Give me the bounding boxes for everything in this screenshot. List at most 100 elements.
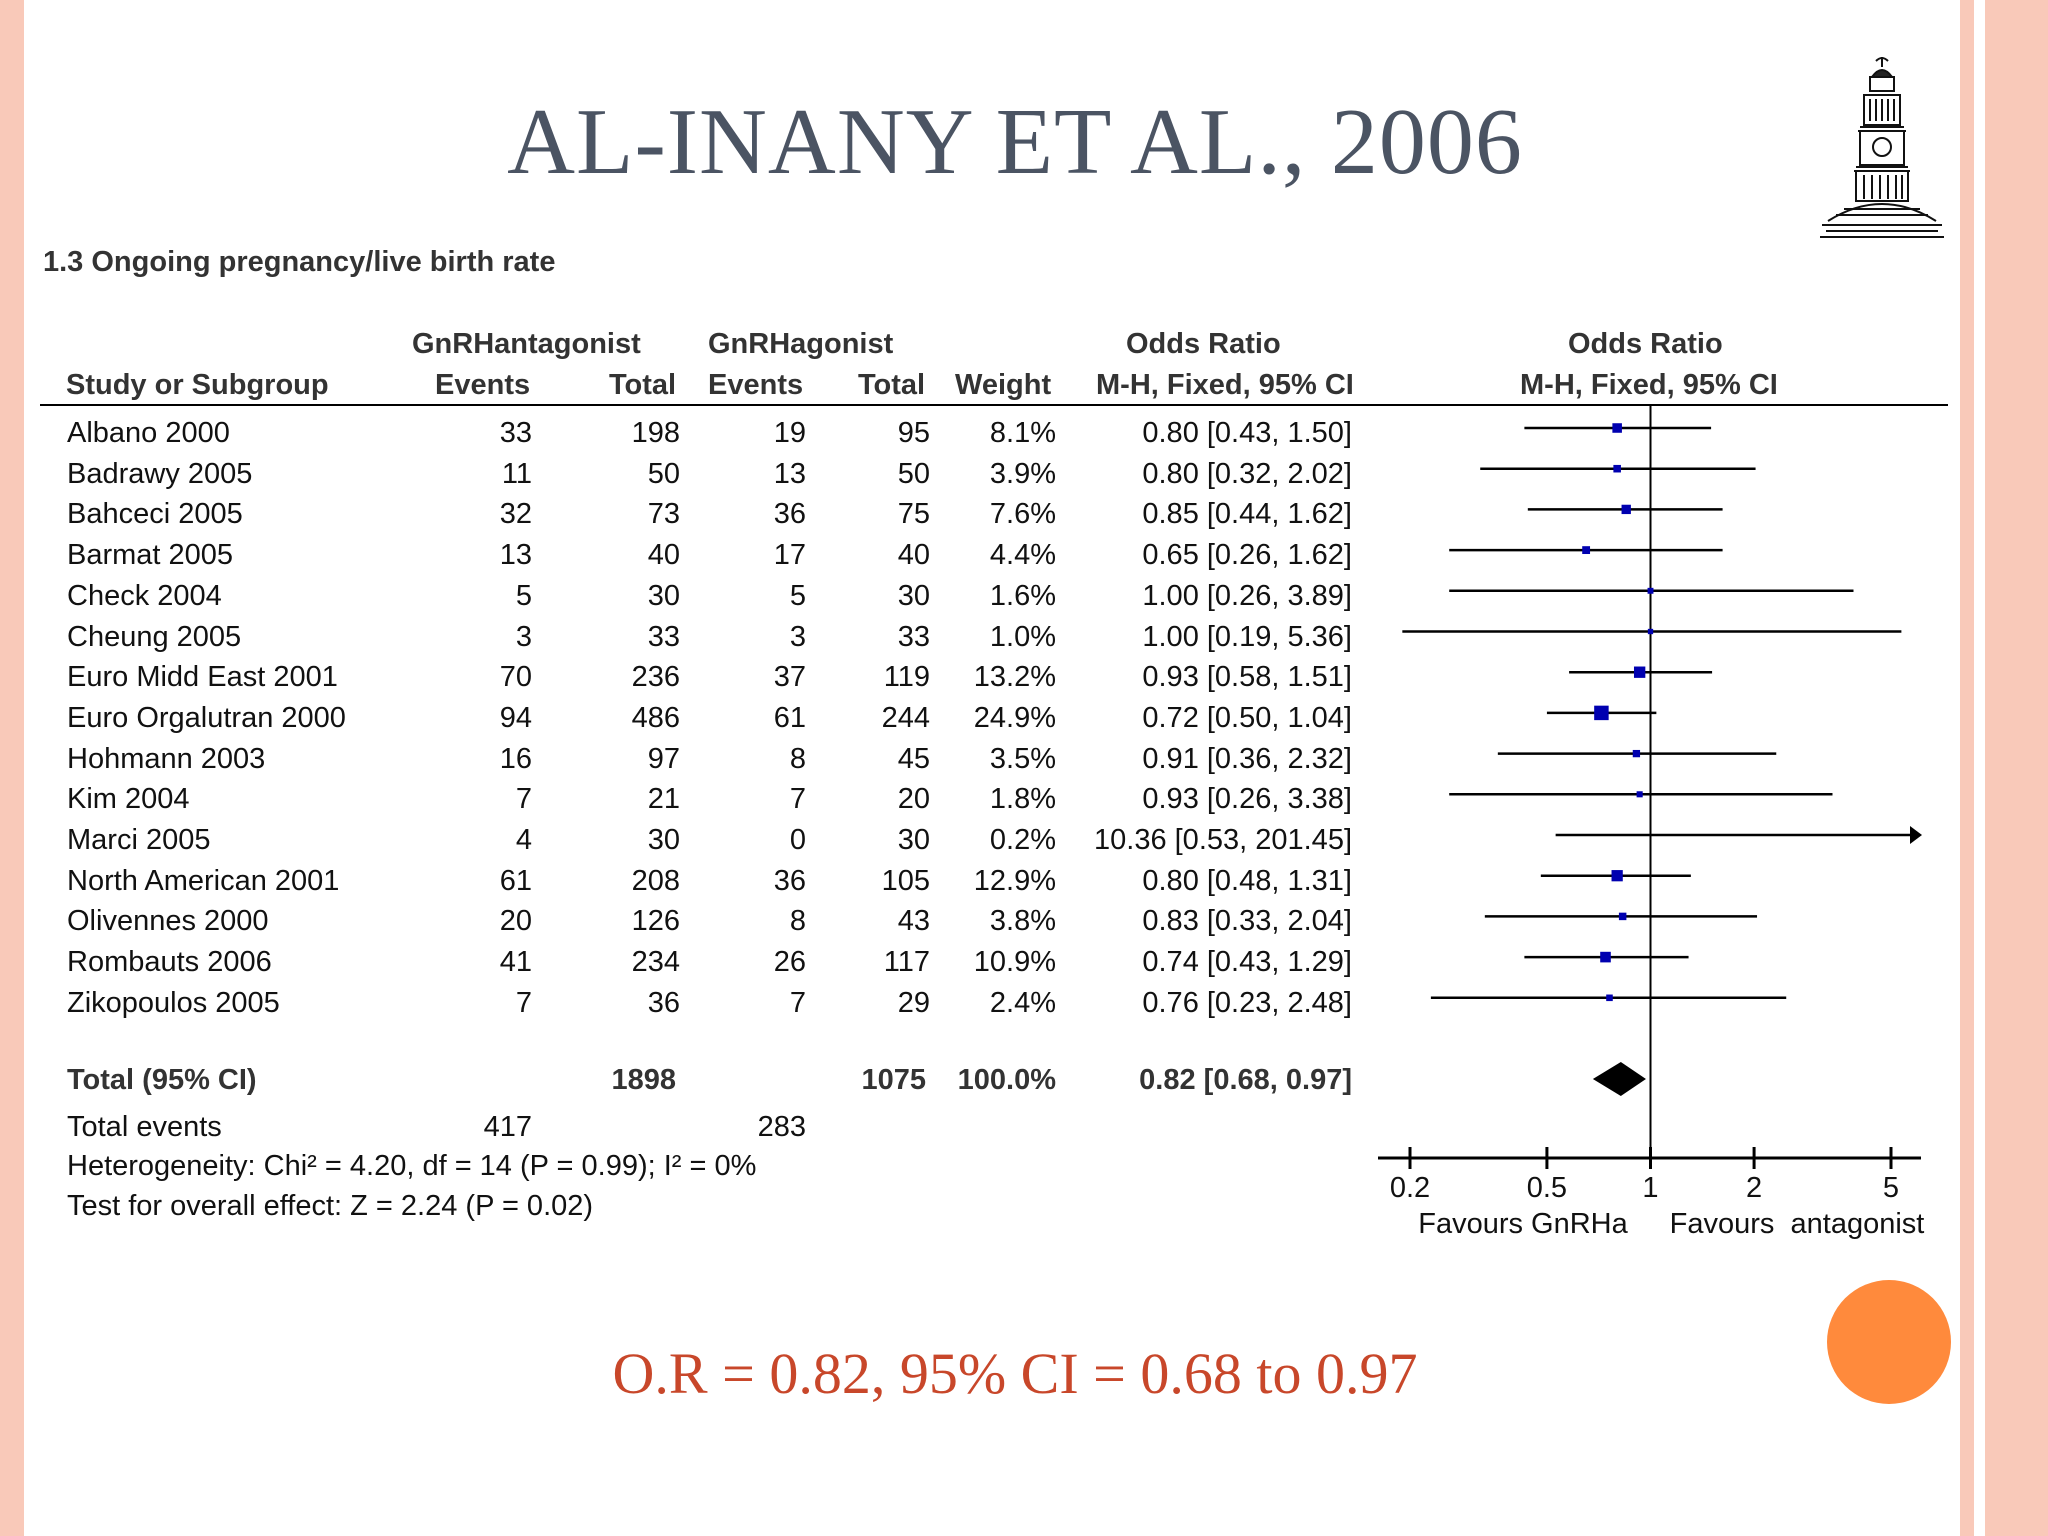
study-name: Barmat 2005 <box>67 539 234 572</box>
weight-value: 0.2% <box>989 824 1056 856</box>
overall-effect-text: Test for overall effect: Z = 2.24 (P = 0… <box>67 1190 594 1222</box>
or-ci-text: 0.83 [0.33, 2.04] <box>1142 905 1352 938</box>
total-agonist: 45 <box>897 742 930 775</box>
point-estimate-marker <box>1582 546 1591 555</box>
weight-value: 1.6% <box>989 579 1056 612</box>
total-agonist: 119 <box>883 661 930 694</box>
events-header-antagonist: Events <box>435 369 531 401</box>
point-estimate-marker <box>1611 870 1623 882</box>
events-agonist: 26 <box>773 946 806 979</box>
result-summary: O.R = 0.82, 95% CI = 0.68 to 0.97 <box>612 1341 1418 1406</box>
figure-heading: 1.3 Ongoing pregnancy/live birth rate <box>43 246 556 278</box>
events-antagonist: 61 <box>499 864 532 897</box>
events-agonist: 36 <box>773 864 806 897</box>
point-estimate-marker <box>1606 994 1613 1002</box>
weight-value: 24.9% <box>973 701 1056 734</box>
weight-value: 7.6% <box>989 498 1056 531</box>
or-ci-text: 1.00 [0.26, 3.89] <box>1142 579 1352 612</box>
total-weight: 100.0% <box>957 1064 1056 1096</box>
total-antagonist: 208 <box>631 864 680 897</box>
total-antagonist: 36 <box>647 986 680 1019</box>
events-antagonist: 41 <box>499 946 532 979</box>
x-tick-label: 0.5 <box>1527 1172 1567 1204</box>
or-ci-text: 10.36 [0.53, 201.45] <box>1094 824 1352 856</box>
weight-value: 3.9% <box>989 457 1056 490</box>
events-agonist: 7 <box>789 986 806 1019</box>
favours-right-label: Favours antagonist <box>1670 1208 1925 1240</box>
ci-arrow <box>1910 826 1922 844</box>
weight-value: 4.4% <box>989 539 1056 572</box>
total-agonist: 33 <box>897 620 930 653</box>
total-agonist: 20 <box>897 783 930 816</box>
total-agonist: 105 <box>881 864 930 897</box>
events-agonist: 7 <box>789 783 806 816</box>
total-antagonist: 236 <box>631 661 680 694</box>
total-n2: 1075 <box>861 1064 926 1096</box>
point-estimate-marker <box>1613 464 1621 473</box>
total-antagonist: 50 <box>647 457 680 490</box>
point-estimate-marker <box>1647 587 1654 594</box>
total-antagonist: 97 <box>647 742 680 775</box>
slide-left-border <box>0 0 24 1536</box>
point-estimate-marker <box>1600 951 1611 963</box>
events-header-agonist: Events <box>708 369 804 401</box>
or-plot-method-header: M-H, Fixed, 95% CI <box>1520 369 1778 401</box>
events-antagonist: 32 <box>499 498 532 531</box>
pooled-diamond <box>1592 1062 1646 1096</box>
events-antagonist: 20 <box>499 905 532 938</box>
total-agonist: 95 <box>897 417 930 449</box>
weight-value: 3.5% <box>989 742 1056 775</box>
total-antagonist: 126 <box>631 905 680 938</box>
total-antagonist: 40 <box>647 539 680 572</box>
total-antagonist: 234 <box>631 946 680 979</box>
header-rule <box>40 404 1948 406</box>
or-ci-text: 0.80 [0.43, 1.50] <box>1142 417 1352 449</box>
events-agonist: 5 <box>789 579 806 612</box>
clock-tower-icon <box>1820 57 1944 238</box>
heterogeneity-text: Heterogeneity: Chi² = 4.20, df = 14 (P =… <box>67 1150 757 1182</box>
or-ci-text: 1.00 [0.19, 5.36] <box>1142 620 1352 653</box>
study-name: Badrawy 2005 <box>67 457 253 490</box>
weight-value: 1.0% <box>989 620 1056 653</box>
favours-left-label: Favours GnRHa <box>1418 1208 1628 1240</box>
total-events-label: Total events <box>67 1111 222 1143</box>
slide-title: AL-INANY ET AL., 2006 <box>507 90 1523 194</box>
point-estimate-marker <box>1633 666 1646 678</box>
study-name: Euro Midd East 2001 <box>67 661 338 694</box>
weight-value: 2.4% <box>989 986 1056 1019</box>
weight-header: Weight <box>955 369 1052 401</box>
events-agonist: 8 <box>789 905 806 938</box>
study-column-header: Study or Subgroup <box>66 369 329 401</box>
total-agonist: 29 <box>897 986 930 1019</box>
events-antagonist: 13 <box>499 539 532 572</box>
or-ci-text: 0.93 [0.58, 1.51] <box>1142 661 1352 694</box>
total-agonist: 50 <box>897 457 930 490</box>
study-name: Hohmann 2003 <box>67 742 266 775</box>
or-ci-text: 0.72 [0.50, 1.04] <box>1142 701 1352 734</box>
events-agonist: 3 <box>789 620 806 653</box>
total-antagonist: 73 <box>647 498 680 531</box>
or-ci-text: 0.65 [0.26, 1.62] <box>1142 539 1352 572</box>
or-ci-text: 0.91 [0.36, 2.32] <box>1142 742 1352 775</box>
total-antagonist: 198 <box>631 417 680 449</box>
events-antagonist: 7 <box>515 783 532 816</box>
group-header-antagonist: GnRHantagonist <box>412 328 641 360</box>
total-agonist: 40 <box>897 539 930 572</box>
point-estimate-marker <box>1647 628 1654 635</box>
weight-value: 3.8% <box>989 905 1056 938</box>
total-events-e2: 283 <box>757 1111 806 1143</box>
events-agonist: 36 <box>773 498 806 531</box>
weight-value: 13.2% <box>973 661 1056 694</box>
study-name: Marci 2005 <box>67 824 211 856</box>
events-agonist: 17 <box>773 539 806 572</box>
events-antagonist: 33 <box>499 417 532 449</box>
weight-value: 12.9% <box>973 864 1056 897</box>
events-antagonist: 94 <box>499 701 532 734</box>
group-header-agonist: GnRHagonist <box>708 328 894 360</box>
total-agonist: 117 <box>883 946 930 979</box>
study-name: Rombauts 2006 <box>67 946 272 979</box>
weight-value: 8.1% <box>989 417 1056 449</box>
point-estimate-marker <box>1612 423 1622 433</box>
total-agonist: 30 <box>897 824 930 856</box>
